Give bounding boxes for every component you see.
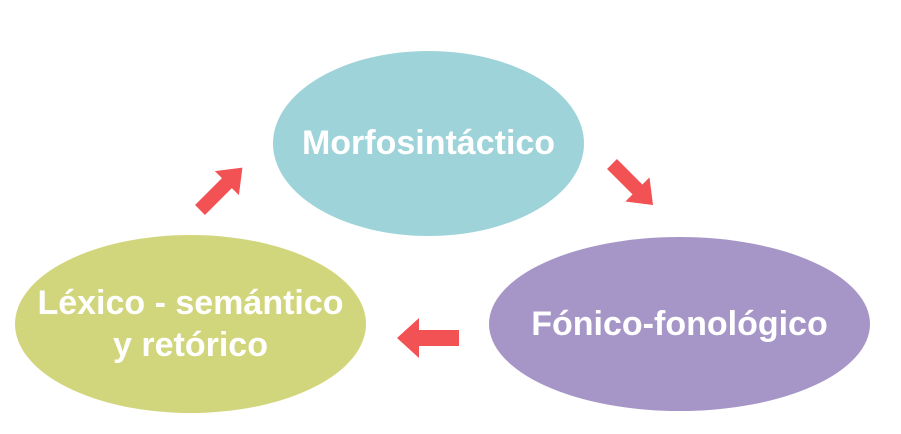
node-fonico-fonologico: Fónico-fonológico — [489, 237, 870, 411]
node-label: Morfosintáctico — [302, 122, 555, 165]
arrow-morfosintactico-to-fonico — [600, 152, 665, 217]
node-label-line-1: Léxico - semántico — [37, 282, 343, 325]
arrow-lexico-to-morfosintactico — [188, 156, 254, 222]
arrow-icon — [397, 318, 459, 358]
arrow-icon — [188, 156, 254, 222]
node-label-line-2: y retórico — [113, 324, 268, 367]
arrow-fonico-to-lexico — [397, 318, 459, 358]
node-label: Fónico-fonológico — [531, 303, 828, 346]
node-lexico-semantico: Léxico - semántico y retórico — [15, 235, 366, 413]
arrow-icon — [600, 152, 665, 217]
node-morfosintactico: Morfosintáctico — [273, 51, 584, 236]
